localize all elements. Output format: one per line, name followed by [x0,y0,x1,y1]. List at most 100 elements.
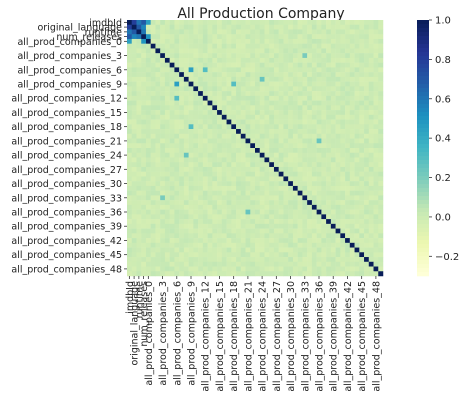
heatmap-cell [179,24,185,30]
heatmap-cell [307,105,313,111]
heatmap-cell [368,166,374,172]
heatmap-cell [378,204,384,210]
heatmap-cell [302,129,308,135]
heatmap-cell [155,43,161,49]
heatmap-cell [174,95,180,101]
heatmap-cell [145,114,151,120]
heatmap-cell [240,157,246,163]
heatmap-cell [217,190,223,196]
heatmap-cell [283,129,289,135]
heatmap-cell [141,247,147,253]
heatmap-cell [335,86,341,92]
heatmap-cell [297,238,303,244]
heatmap-cell [221,143,227,149]
heatmap-cell [307,266,313,272]
heatmap-cell [359,185,365,191]
heatmap-cell [231,228,237,234]
heatmap-cell [150,124,156,130]
heatmap-cell [131,261,137,267]
heatmap-cell [264,162,270,168]
heatmap-cell [345,86,351,92]
heatmap-cell [145,152,151,158]
heatmap-cell [183,238,189,244]
heatmap-cell [150,238,156,244]
heatmap-cell [368,38,374,44]
heatmap-cell [283,67,289,73]
x-tick-label: all_prod_companies_33 [300,281,311,392]
heatmap-cell [207,91,213,97]
heatmap-cell [292,76,298,82]
heatmap-cell [207,171,213,177]
heatmap-cell [307,204,313,210]
heatmap-cell [273,209,279,215]
heatmap-cell [127,152,132,158]
colorbar-segment [417,224,429,229]
heatmap-cell [145,219,151,225]
heatmap-cell [340,43,346,49]
colorbar-segment [417,60,429,65]
heatmap-cell [349,76,355,82]
heatmap-cell [359,166,365,172]
heatmap-cell [259,53,265,59]
heatmap-cell [174,53,180,59]
heatmap-cell [297,261,303,267]
heatmap-cell [155,38,161,44]
colorbar-segment [417,128,429,133]
heatmap-cell [368,238,374,244]
heatmap-cell [368,129,374,135]
heatmap-cell [188,110,194,116]
heatmap-cell [330,148,336,153]
heatmap-cell [259,238,265,244]
heatmap-cell [264,166,270,172]
heatmap-cell [240,57,246,63]
heatmap-cell [188,100,194,106]
heatmap-cell [297,67,303,73]
heatmap-cell [141,53,147,59]
heatmap-cell [345,271,351,277]
heatmap-cell [288,257,294,263]
heatmap-cell [307,152,313,158]
heatmap-cell [236,53,242,59]
heatmap-cell [226,195,232,201]
heatmap-cell [273,124,279,130]
heatmap-cell [269,29,275,35]
heatmap-cell [212,119,218,125]
heatmap-cell [145,133,151,139]
heatmap-cell [221,100,227,106]
heatmap-cell [250,129,256,135]
heatmap-cell [378,157,384,163]
heatmap-cell [250,238,256,244]
heatmap-cell [259,48,265,54]
heatmap-cell [160,242,166,248]
heatmap-cell [188,204,194,210]
heatmap-cell [188,152,194,158]
heatmap-cell [169,152,175,158]
heatmap-cell [269,105,275,111]
heatmap-cell [302,95,308,101]
heatmap-cell [226,171,232,177]
heatmap-cell [164,223,170,229]
heatmap-cell [316,119,322,125]
heatmap-cell [302,185,308,191]
heatmap-cell [335,114,341,120]
heatmap-cell [316,166,322,172]
heatmap-cell [250,223,256,229]
heatmap-cell [269,114,275,120]
heatmap-cell [307,157,313,163]
heatmap-cell [169,209,175,215]
heatmap-cell [321,138,327,144]
heatmap-cell [188,242,194,248]
heatmap-cell [169,57,175,63]
heatmap-cell [340,114,346,120]
heatmap-cell [136,257,142,263]
heatmap-cell [236,110,242,116]
heatmap-cell [259,57,265,63]
heatmap-cell [231,261,237,267]
heatmap-cell [297,148,303,153]
heatmap-cell [307,43,313,49]
heatmap-cell [364,162,370,168]
heatmap-cell [136,43,142,49]
heatmap-cell [349,204,355,210]
heatmap-cell [269,166,275,172]
heatmap-cell [198,271,204,277]
